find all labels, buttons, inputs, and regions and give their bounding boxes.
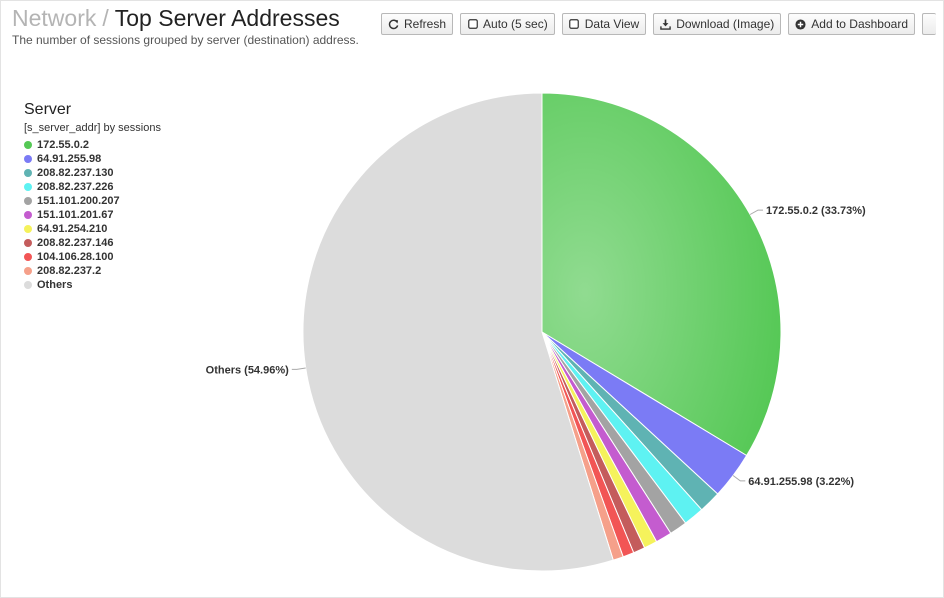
refresh-icon	[388, 19, 399, 30]
auto-refresh-label: Auto (5 sec)	[483, 17, 548, 31]
breadcrumb: Network / Top Server Addresses	[12, 4, 359, 32]
legend-item-label: 208.82.237.146	[37, 237, 114, 249]
pie-slice-highlight	[542, 93, 782, 456]
legend-item-others[interactable]: Others	[24, 278, 161, 292]
checkbox-icon	[467, 19, 478, 30]
pie-slice-others[interactable]	[302, 92, 614, 572]
page-subtitle: The number of sessions grouped by server…	[12, 33, 359, 47]
legend-item-label: 208.82.237.2	[37, 265, 102, 277]
legend-item-label: Others	[37, 279, 73, 291]
legend-title: Server	[24, 101, 72, 118]
page-header: Network / Top Server Addresses The number …	[12, 4, 359, 47]
legend-swatch	[24, 281, 32, 289]
auto-refresh-button[interactable]: Auto (5 sec)	[460, 13, 555, 35]
legend-items: 172.55.0.2 64.91.255.98 208.82.237.130 208.…	[24, 138, 161, 292]
legend-item-64-91-254-210[interactable]: 64.91.254.210	[24, 222, 161, 236]
data-label-connector	[291, 367, 306, 370]
legend-subtitle: [s_server_addr] by sessions	[24, 122, 161, 134]
add-to-dashboard-label: Add to Dashboard	[811, 17, 908, 31]
plus-circle-icon	[795, 18, 806, 30]
legend-item-151-101-201-67[interactable]: 151.101.201.67	[24, 208, 161, 222]
legend-item-label: 208.82.237.130	[37, 167, 114, 179]
legend-item-label: 104.106.28.100	[37, 251, 114, 263]
chart-legend: Server [s_server_addr] by sessions 172.5…	[24, 101, 161, 292]
data-label-64-91-255-98: 64.91.255.98 (3.22%)	[748, 476, 854, 488]
data-label-connector	[749, 209, 763, 215]
data-label-others: Others (54.96%)	[206, 364, 289, 376]
toolbar: Refresh Auto (5 sec) Data View Download …	[381, 13, 936, 35]
legend-swatch	[24, 183, 32, 191]
page-title: Top Server Addresses	[114, 5, 340, 31]
legend-swatch	[24, 267, 32, 275]
legend-item-label: 64.91.255.98	[37, 153, 102, 165]
legend-item-label: 151.101.201.67	[37, 209, 114, 221]
legend-item-64-91-255-98[interactable]: 64.91.255.98	[24, 152, 161, 166]
breadcrumb-network-link[interactable]: Network	[12, 5, 97, 31]
legend-item-208-82-237-226[interactable]: 208.82.237.226	[24, 180, 161, 194]
refresh-button[interactable]: Refresh	[381, 13, 454, 35]
data-view-button[interactable]: Data View	[561, 13, 647, 35]
data-label-connector	[732, 475, 746, 482]
legend-swatch	[24, 239, 32, 247]
legend-item-208-82-237-146[interactable]: 208.82.237.146	[24, 236, 161, 250]
legend-item-label: 172.55.0.2	[37, 139, 89, 151]
legend-item-label: 151.101.200.207	[37, 195, 120, 207]
refresh-button-label: Refresh	[404, 17, 447, 31]
add-to-dashboard-button[interactable]: Add to Dashboard	[788, 13, 915, 35]
checkbox-icon	[569, 19, 580, 30]
legend-swatch	[24, 253, 32, 261]
legend-item-label: 208.82.237.226	[37, 181, 114, 193]
legend-swatch	[24, 169, 32, 177]
download-image-button[interactable]: Download (Image)	[653, 13, 782, 35]
legend-item-104-106-28-100[interactable]: 104.106.28.100	[24, 250, 161, 264]
download-image-label: Download (Image)	[676, 17, 775, 31]
data-view-label: Data View	[584, 17, 640, 31]
legend-swatch	[24, 211, 32, 219]
legend-item-172-55-0-2[interactable]: 172.55.0.2	[24, 138, 161, 152]
legend-item-208-82-237-2[interactable]: 208.82.237.2	[24, 264, 161, 278]
breadcrumb-separator: /	[102, 5, 109, 31]
legend-swatch	[24, 155, 32, 163]
legend-swatch	[24, 197, 32, 205]
legend-item-208-82-237-130[interactable]: 208.82.237.130	[24, 166, 161, 180]
more-button[interactable]	[922, 13, 936, 35]
legend-swatch	[24, 141, 32, 149]
legend-swatch	[24, 225, 32, 233]
download-icon	[660, 18, 671, 30]
legend-item-label: 64.91.254.210	[37, 223, 108, 235]
data-label-172-55-0-2: 172.55.0.2 (33.73%)	[766, 205, 866, 217]
legend-item-151-101-200-207[interactable]: 151.101.200.207	[24, 194, 161, 208]
